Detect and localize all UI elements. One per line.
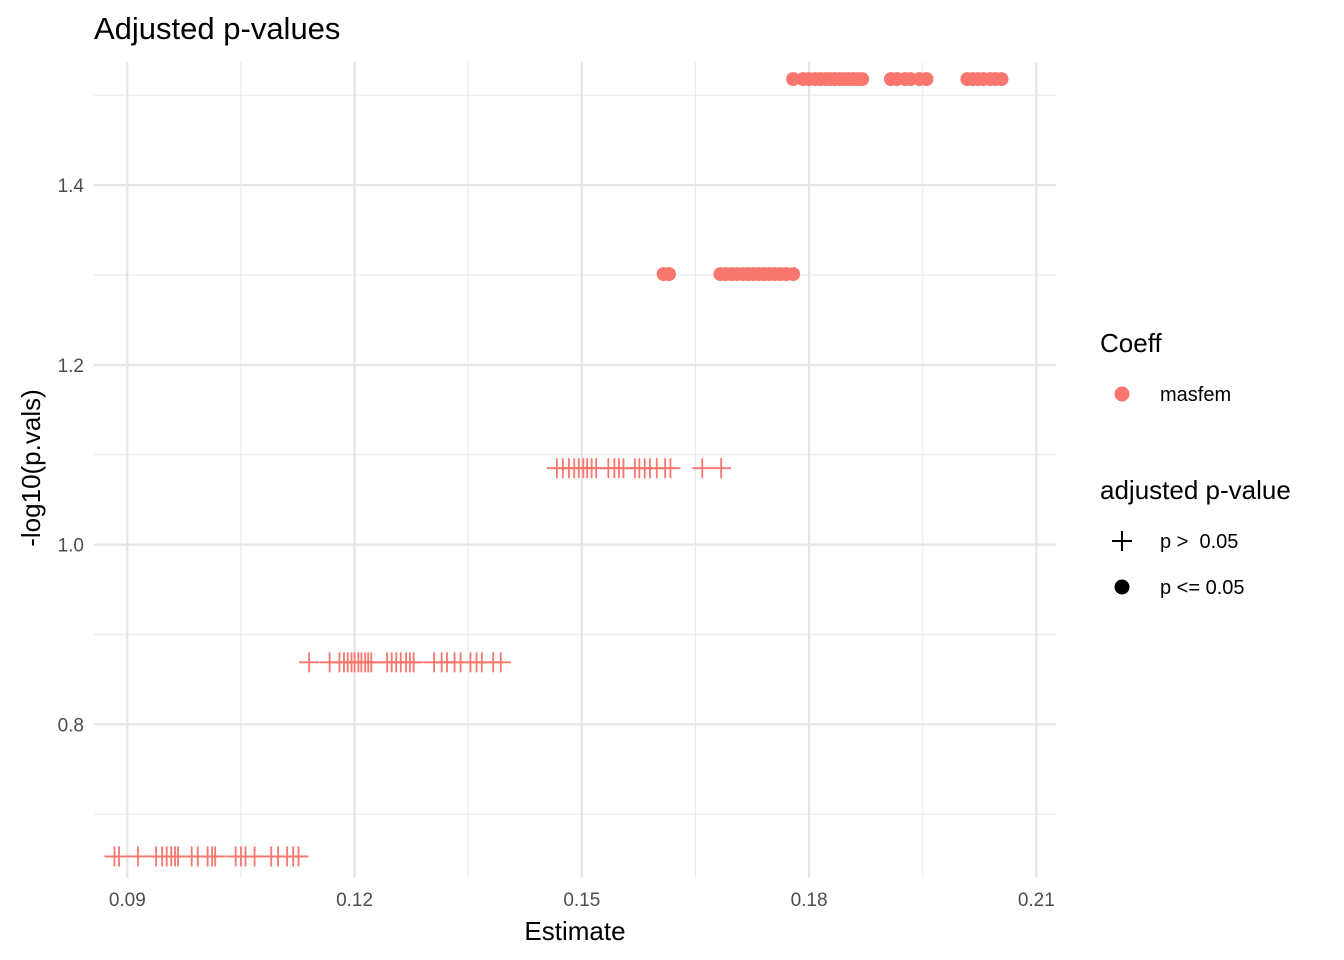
data-point-circle [919,72,934,87]
x-tick-label: 0.12 [336,890,373,911]
legend-masfem-label: masfem [1160,384,1231,406]
data-point-plus [127,846,148,867]
y-axis-title: -log10(p.vals) [16,389,46,547]
x-tick-label: 0.15 [563,890,600,911]
x-axis-tick-labels: 0.09 0.12 0.15 0.18 0.21 [109,890,1055,911]
y-axis-tick-labels: 0.8 1.0 1.2 1.4 [58,176,85,736]
legend-p-greater-label: p > 0.05 [1160,531,1238,553]
data-point-plus [299,652,320,673]
data-point-circle [786,72,801,87]
y-tick-label: 0.8 [58,715,84,736]
data-point-plus [490,652,511,673]
data-point-plus [288,846,309,867]
y-tick-label: 1.0 [58,536,84,557]
legend-color-title: Coeff [1100,328,1162,358]
data-points [104,72,1009,867]
major-gridlines [94,62,1056,878]
legend-plus-icon [1112,531,1132,551]
data-point-circle [994,72,1009,87]
legend: Coeff masfem adjusted p-value p > 0.05 p… [1100,328,1291,599]
x-axis-title: Estimate [524,916,625,946]
data-point-circle [855,72,870,87]
data-point-circle [661,267,676,282]
data-point-plus [711,458,732,479]
data-point-plus [108,846,129,867]
legend-masfem-swatch [1114,386,1130,402]
data-point-plus [660,458,681,479]
minor-gridlines [94,62,1056,878]
legend-shape-title: adjusted p-value [1100,475,1291,505]
x-tick-label: 0.09 [109,890,146,911]
y-tick-label: 1.4 [58,176,85,197]
x-tick-label: 0.21 [1018,890,1055,911]
legend-circle-icon [1114,579,1130,595]
chart-title: Adjusted p-values [94,11,340,46]
data-point-plus [205,846,226,867]
data-point-circle [786,267,801,282]
legend-p-lesseq-label: p <= 0.05 [1160,577,1245,599]
x-tick-label: 0.18 [791,890,828,911]
y-tick-label: 1.2 [58,356,84,377]
data-point-plus [692,458,713,479]
data-point-plus [403,652,424,673]
